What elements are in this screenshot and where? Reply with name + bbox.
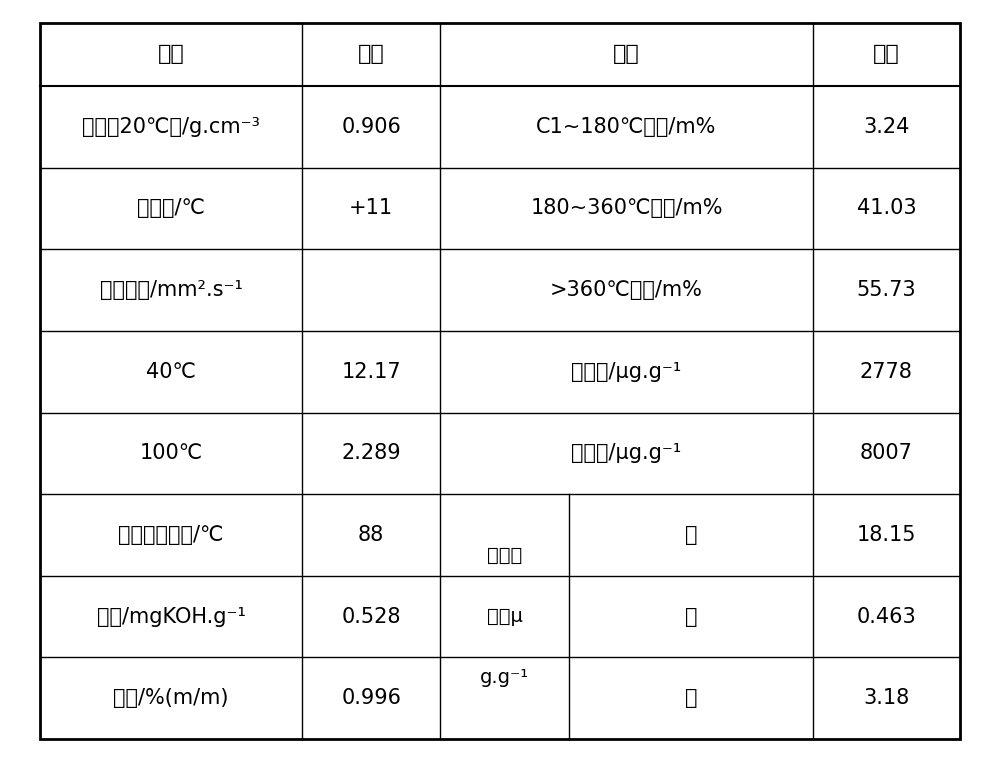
- Text: 88: 88: [358, 525, 384, 545]
- Text: 0.528: 0.528: [341, 607, 401, 626]
- Text: 3.24: 3.24: [863, 117, 910, 136]
- Text: 铁: 铁: [685, 525, 697, 545]
- Text: C1~180℃收率/m%: C1~180℃收率/m%: [536, 117, 717, 136]
- Text: 2778: 2778: [860, 362, 913, 382]
- Text: 镍: 镍: [685, 607, 697, 626]
- Text: 酸值/mgKOH.g⁻¹: 酸值/mgKOH.g⁻¹: [97, 607, 246, 626]
- Text: 数据: 数据: [873, 44, 900, 64]
- Text: 数据: 数据: [358, 44, 385, 64]
- Text: 项目: 项目: [613, 44, 640, 64]
- Text: 100℃: 100℃: [139, 443, 203, 463]
- Text: >360℃收率/m%: >360℃收率/m%: [550, 280, 703, 300]
- Text: 18.15: 18.15: [857, 525, 916, 545]
- Text: 残炭/%(m/m): 残炭/%(m/m): [113, 688, 229, 709]
- Text: 40℃: 40℃: [146, 362, 196, 382]
- Text: 41.03: 41.03: [857, 198, 916, 219]
- Text: 8007: 8007: [860, 443, 913, 463]
- Text: 密度（20℃）/g.cm⁻³: 密度（20℃）/g.cm⁻³: [82, 117, 260, 136]
- Text: 硫含量/μg.g⁻¹: 硫含量/μg.g⁻¹: [571, 362, 682, 382]
- Text: 3.18: 3.18: [863, 688, 910, 709]
- Text: +11: +11: [349, 198, 393, 219]
- Text: 0.463: 0.463: [857, 607, 916, 626]
- Text: 项目: 项目: [158, 44, 184, 64]
- Text: 55.73: 55.73: [857, 280, 916, 300]
- Text: g.g⁻¹: g.g⁻¹: [480, 668, 529, 687]
- Text: 0.996: 0.996: [341, 688, 401, 709]
- Text: 氮含量/μg.g⁻¹: 氮含量/μg.g⁻¹: [571, 443, 682, 463]
- Text: 闪点（开口）/℃: 闪点（开口）/℃: [118, 525, 224, 545]
- Text: 钙: 钙: [685, 688, 697, 709]
- Text: 12.17: 12.17: [341, 362, 401, 382]
- Text: 重金属: 重金属: [487, 546, 522, 565]
- Text: 运动粘度/mm².s⁻¹: 运动粘度/mm².s⁻¹: [100, 280, 243, 300]
- Text: 凝固点/℃: 凝固点/℃: [137, 198, 205, 219]
- Text: 180~360℃收率/m%: 180~360℃收率/m%: [530, 198, 723, 219]
- Text: 0.906: 0.906: [341, 117, 401, 136]
- Text: 2.289: 2.289: [341, 443, 401, 463]
- Text: 含量μ: 含量μ: [487, 607, 523, 626]
